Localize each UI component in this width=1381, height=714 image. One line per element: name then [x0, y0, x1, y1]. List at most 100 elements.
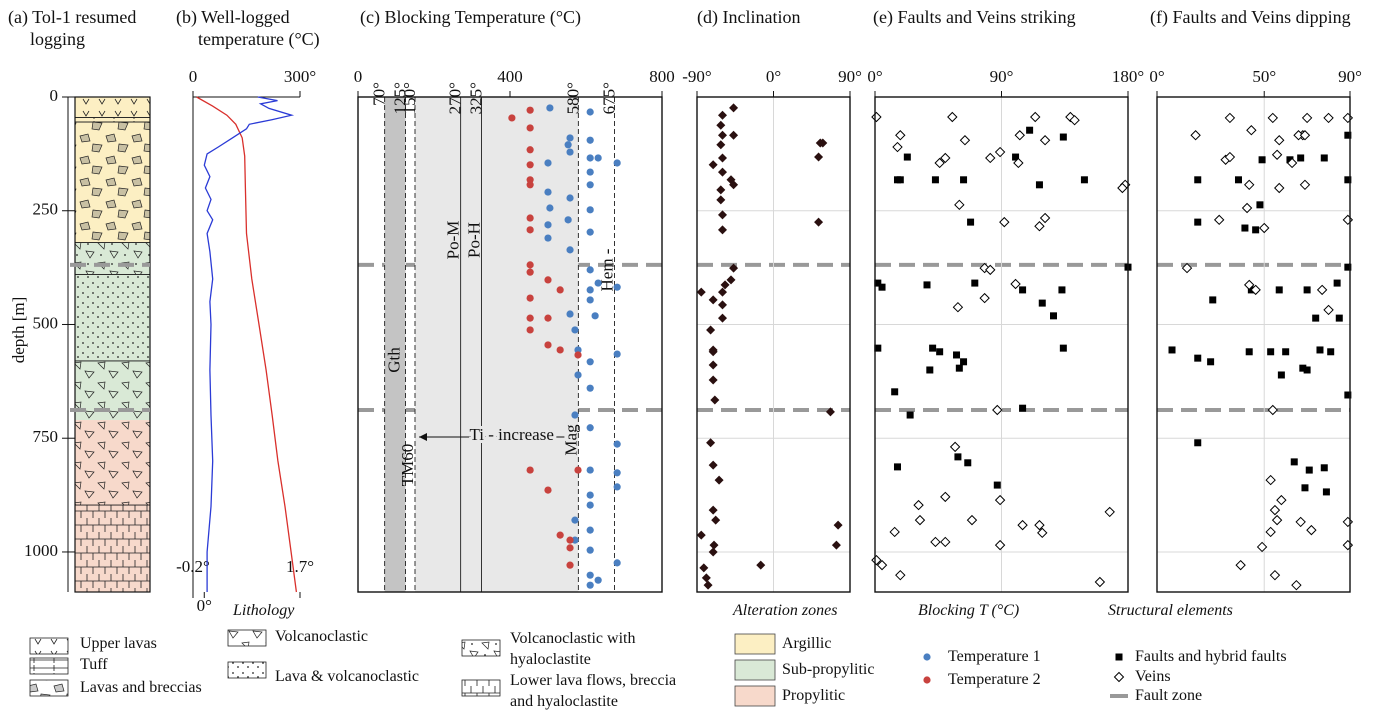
point — [586, 206, 594, 214]
point — [526, 124, 534, 132]
point — [544, 159, 552, 167]
point — [1303, 366, 1311, 374]
point — [571, 411, 579, 419]
point — [1213, 214, 1225, 226]
legend-swatch — [461, 679, 501, 697]
x-tick-label: 0° — [766, 67, 781, 86]
point — [1037, 527, 1048, 539]
point — [526, 106, 534, 114]
point — [1276, 494, 1287, 506]
point — [1269, 569, 1281, 581]
point — [726, 275, 736, 285]
reference-label: 325° — [466, 82, 485, 114]
point — [508, 114, 516, 122]
point — [1342, 214, 1354, 226]
point — [544, 188, 552, 196]
legend-marker — [1115, 653, 1123, 661]
point — [985, 264, 996, 276]
point — [526, 181, 534, 189]
point — [711, 515, 721, 525]
point — [1306, 524, 1317, 536]
point — [544, 276, 552, 284]
point — [940, 491, 951, 503]
point — [1224, 151, 1236, 163]
point — [546, 104, 554, 112]
point — [895, 569, 906, 581]
point — [1290, 458, 1298, 466]
point — [967, 218, 975, 226]
legend-label: Sub-propylitic — [782, 661, 875, 678]
point — [1301, 484, 1309, 492]
point — [1322, 488, 1330, 496]
x-tick-label: -90° — [682, 67, 711, 86]
point — [994, 146, 1006, 158]
point — [929, 344, 937, 352]
point — [718, 167, 727, 177]
point — [1252, 226, 1260, 234]
legend-swatch — [29, 637, 69, 655]
point — [708, 460, 718, 470]
point — [814, 152, 824, 162]
point — [1344, 263, 1352, 271]
point — [564, 216, 572, 224]
point — [556, 531, 564, 539]
point — [889, 526, 900, 538]
point — [1267, 112, 1279, 124]
point — [1012, 153, 1020, 161]
reference-label: 270° — [446, 82, 465, 114]
profile-line — [196, 96, 298, 593]
y-axis-label: depth [m] — [9, 297, 28, 364]
lithology-layer — [74, 242, 151, 275]
legend-swatch — [227, 661, 267, 679]
point — [1246, 125, 1257, 136]
point — [544, 341, 552, 349]
legend-label: Upper lavas — [80, 635, 157, 652]
point — [544, 234, 552, 242]
point — [1235, 559, 1246, 571]
panel-title: (b) Well-logged temperature (°C) — [176, 7, 320, 49]
mineral-label: Po-H — [464, 222, 483, 258]
point — [833, 520, 843, 530]
x-tick-label: 180° — [1112, 67, 1144, 86]
point — [586, 154, 594, 162]
point — [1299, 130, 1311, 141]
point — [1295, 516, 1306, 528]
point — [709, 540, 719, 550]
lithology-layer — [74, 121, 151, 243]
point — [914, 514, 926, 526]
x-tick-label: 800 — [649, 67, 675, 86]
legend-label: Argillic — [782, 635, 832, 652]
legend-swatch — [734, 633, 776, 655]
point — [526, 161, 534, 169]
point — [1194, 354, 1202, 362]
point — [1265, 474, 1276, 486]
point — [895, 130, 906, 141]
point — [903, 153, 911, 161]
legend-label: Volcanoclastic — [275, 628, 369, 645]
point — [1269, 504, 1281, 516]
point — [1050, 312, 1058, 320]
panel-title: (f) Faults and Veins dipping — [1150, 7, 1351, 27]
point — [566, 246, 574, 254]
point — [825, 407, 835, 417]
legend-title: Alteration zones — [733, 602, 838, 619]
point — [566, 536, 574, 544]
point — [526, 466, 534, 474]
range-shade — [384, 97, 406, 592]
point — [814, 217, 824, 227]
point — [556, 286, 564, 294]
point — [1241, 224, 1249, 232]
point — [874, 344, 882, 352]
point — [1303, 286, 1311, 294]
point — [1291, 579, 1302, 591]
panel-title: (d) Inclination — [697, 7, 801, 27]
point — [992, 404, 1003, 416]
point — [586, 286, 594, 294]
point — [571, 536, 579, 544]
point — [1344, 391, 1352, 399]
point — [544, 314, 552, 322]
legend-label: Lavas and breccias — [80, 679, 202, 696]
mineral-label: Mag — [561, 424, 580, 456]
point — [874, 279, 882, 287]
